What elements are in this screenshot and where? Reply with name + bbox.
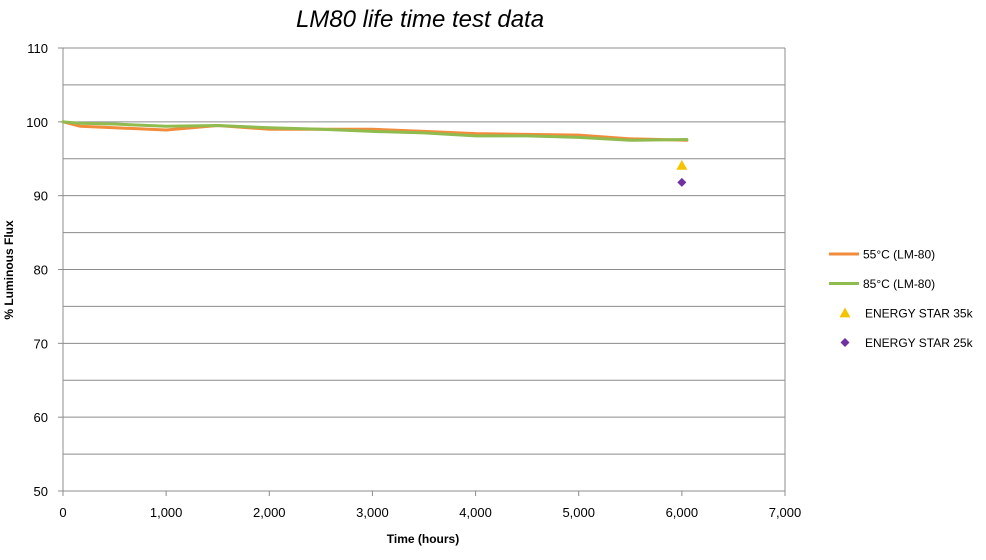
chart-title: LM80 life time test data: [296, 6, 544, 33]
x-tick-label: 5,000: [562, 505, 595, 520]
x-tick-label: 7,000: [769, 505, 802, 520]
legend-label-energy-star-25k: ENERGY STAR 25k: [865, 336, 974, 350]
legend-swatch-energy-star-25k: [840, 338, 850, 347]
series-line-85-c-lm-80: [61, 120, 689, 142]
legend-label-energy-star-35k: ENERGY STAR 35k: [865, 307, 974, 321]
y-tick-label: 50: [34, 484, 48, 499]
grid: [63, 47, 786, 491]
y-axis-ticks: 50 60 70 80 90 100 110: [26, 41, 63, 499]
series-point-energy-star-25k: [677, 177, 687, 187]
plot-series: [61, 120, 689, 187]
x-tick-label: 3,000: [356, 505, 389, 520]
y-axis-label: % Luminous Flux: [2, 220, 16, 320]
x-tick-label: 6,000: [666, 505, 699, 520]
y-tick-label: 100: [26, 115, 48, 130]
y-tick-label: 60: [34, 410, 48, 425]
series-point-energy-star-35k: [676, 159, 688, 170]
x-axis-label: Time (hours): [387, 532, 459, 546]
legend-swatch-energy-star-35k: [839, 307, 851, 318]
y-tick-label: 110: [27, 41, 48, 56]
x-tick-label: 0: [59, 505, 66, 520]
x-tick-label: 1,000: [150, 505, 183, 520]
x-axis-ticks: 0 1,000 2,000 3,000 4,000 5,000 6,000 7,000: [59, 491, 801, 520]
legend-label-55-c-lm-80: 55°C (LM-80): [863, 248, 935, 262]
legend-label-85-c-lm-80: 85°C (LM-80): [863, 277, 935, 291]
x-tick-label: 4,000: [459, 505, 492, 520]
y-tick-label: 80: [34, 263, 48, 278]
legend: 55°C (LM-80) 85°C (LM-80) ENERGY STAR 35k E…: [829, 248, 974, 350]
x-tick-label: 2,000: [253, 505, 286, 520]
y-tick-label: 90: [34, 189, 48, 204]
y-tick-label: 70: [34, 336, 48, 351]
